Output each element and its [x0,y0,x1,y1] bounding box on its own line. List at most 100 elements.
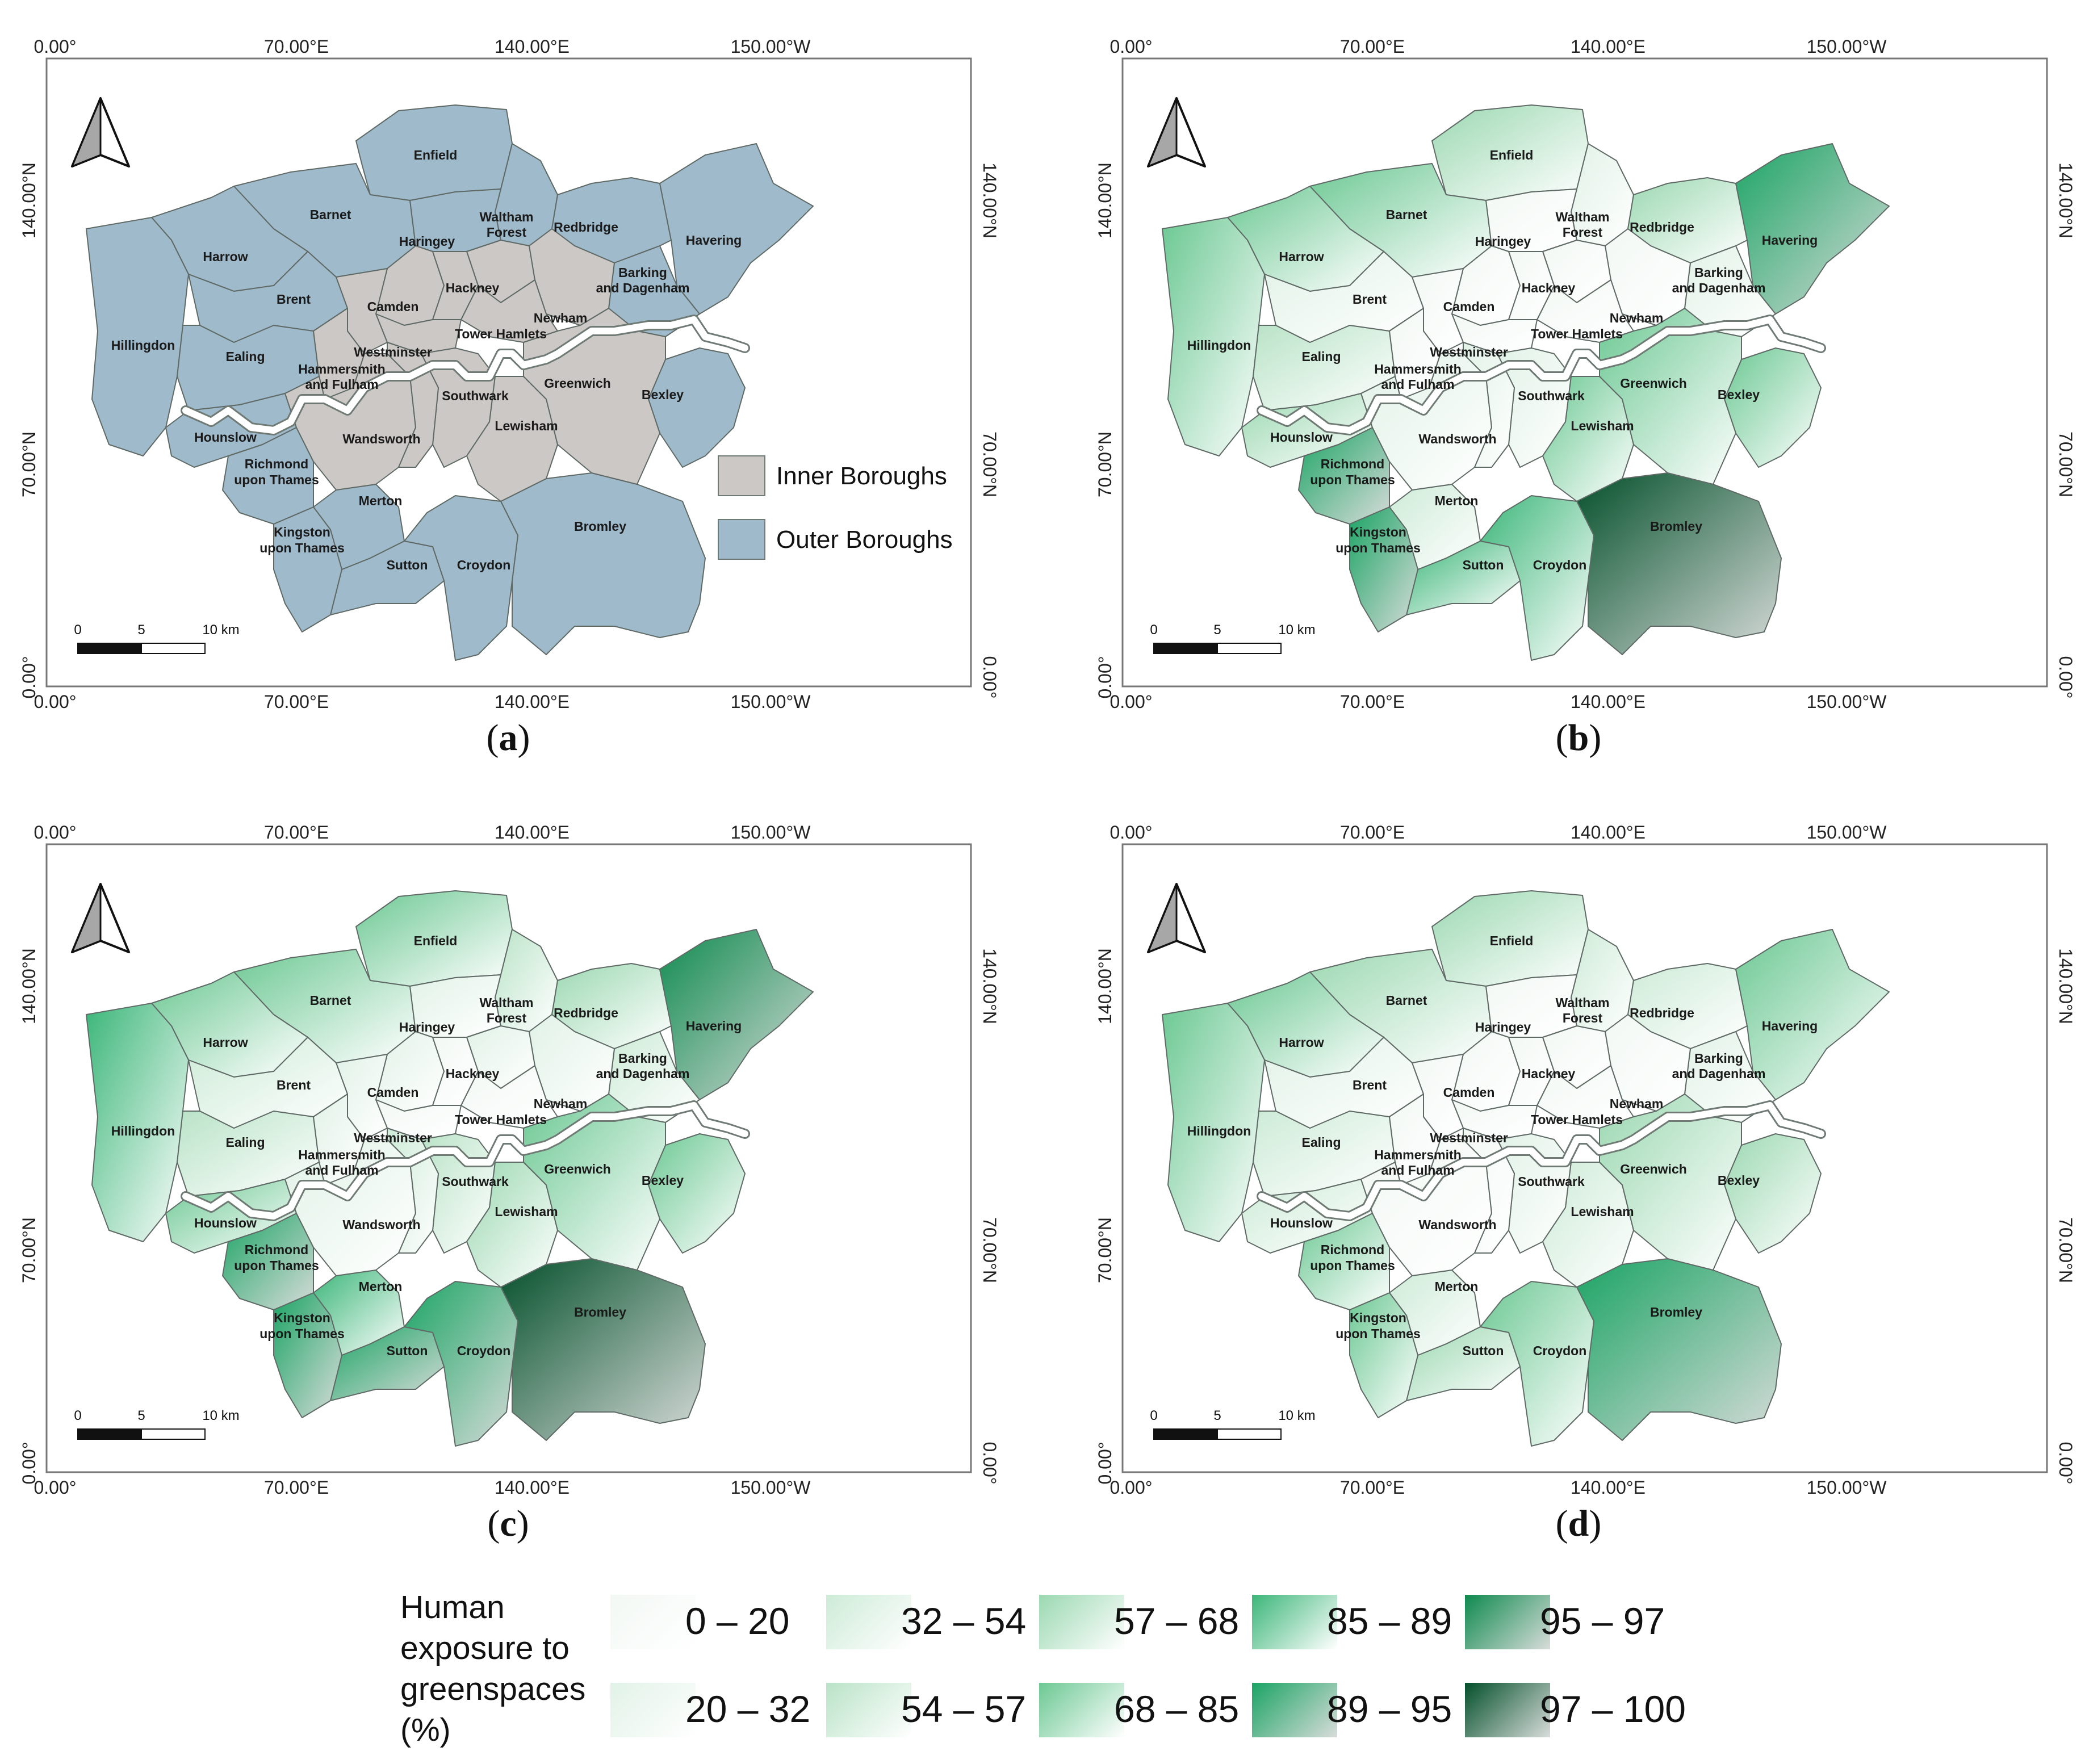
grid-label-bottom: 70.00°E [1340,692,1405,712]
borough-label: Greenwich [544,376,611,391]
borough-label: Sutton [387,1343,428,1358]
borough-label: Lewisham [1571,1204,1634,1219]
grid-label-bottom: 140.00°E [495,692,570,712]
borough-label: Havering [686,233,742,248]
grid-label-top: 140.00°E [1571,36,1646,57]
borough-label: Brent [277,1078,311,1092]
grid-label-top: 150.00°W [731,822,811,843]
borough-label: Bexley [1718,1173,1760,1188]
class-legend-swatch [718,455,765,496]
exposure-legend-item: 97 – 100 [1465,1679,1686,1742]
borough-label: Barking [1694,265,1743,280]
borough-label: Hillingdon [111,338,175,353]
grid-label-bottom: 70.00°E [264,1477,329,1498]
grid-label-left: 70.00°N [1095,1217,1115,1283]
grid-label-right: 0.00° [979,656,1000,698]
borough-label: and Dagenham [1672,280,1766,295]
exposure-legend-swatch [1252,1683,1337,1737]
borough-islington [1508,1037,1555,1106]
scale-bar-label: 10 km [1278,1408,1315,1423]
grid-label-top: 140.00°E [495,36,570,57]
map-panel-d: 0.00° 70.00°E 140.00°E 150.00°W 0.00° 70.00°E… [1076,786,2085,1572]
borough-label: upon Thames [259,540,345,555]
exposure-legend-title: Human exposure to greenspaces (%) [400,1589,586,1748]
borough-islington [432,251,479,320]
borough-havering [659,143,814,315]
exposure-legend-item: 20 – 32 [610,1679,820,1742]
exposure-legend-swatch [1465,1683,1550,1737]
scale-bar-label: 5 [137,622,145,638]
borough-bromley [500,1258,706,1441]
borough-label: and Dagenham [1672,1066,1766,1081]
borough-label: upon Thames [234,1258,319,1273]
map-frame [1121,57,2048,688]
grid-label-left: 0.00° [19,656,39,698]
borough-label: Tower Hamlets [455,326,547,341]
borough-label: Harrow [1279,1035,1324,1050]
grid-label-left: 140.00°N [19,162,39,238]
borough-havering [1735,929,1890,1100]
scale-bar-label: 5 [1213,1408,1221,1423]
river-thames [182,1102,748,1220]
borough-label: Forest [487,1011,527,1025]
north-arrow-icon [1147,883,1206,953]
grid-label-top: 0.00° [1110,36,1152,57]
borough-label: and Fulham [305,377,378,392]
borough-label: Kingston [1350,525,1406,539]
borough-label: Westminster [354,345,432,359]
grid-label-left: 140.00°N [19,948,39,1024]
exposure-legend-item: 57 – 68 [1039,1591,1249,1654]
borough-kensington [1412,268,1464,354]
borough-label: Forest [487,225,527,240]
scale-bar-label: 5 [1213,622,1221,638]
borough-label: Hackney [1522,1066,1576,1081]
borough-label: Ealing [1301,349,1341,364]
borough-label: Redbridge [1630,220,1694,234]
grid-label-top: 150.00°W [1807,822,1887,843]
borough-label: Wandsworth [1418,1217,1496,1232]
panel-caption: (b) [1555,717,1602,759]
borough-label: Forest [1563,225,1603,240]
borough-label: Sutton [1463,1343,1504,1358]
borough-label: Newham [534,311,588,325]
grid-label-top: 70.00°E [264,822,329,843]
borough-label: Croydon [1533,558,1587,572]
borough-label: Hillingdon [1187,338,1251,353]
borough-label: Sutton [387,558,428,572]
exposure-legend-item: 85 – 89 [1252,1591,1462,1654]
map-panel-c: 0.00° 70.00°E 140.00°E 150.00°W 0.00° 70.00°E… [0,786,1009,1572]
grid-label-right: 70.00°N [2055,431,2076,497]
borough-islington [1508,251,1555,320]
borough-label: Waltham [1556,995,1610,1010]
grid-label-right: 140.00°N [979,162,1000,238]
north-arrow-icon [71,883,130,953]
grid-label-top: 0.00° [1110,822,1152,843]
borough-label: Southwark [1518,388,1585,403]
grid-label-top: 0.00° [34,822,76,843]
exposure-legend-item: 32 – 54 [826,1591,1036,1654]
borough-label: and Dagenham [596,1066,690,1081]
grid-label-bottom: 0.00° [1110,1477,1152,1498]
borough-kingston-upon-thames [273,1292,342,1418]
exposure-legend-swatch [610,1595,696,1649]
grid-label-right: 70.00°N [979,1217,1000,1283]
grid-label-left: 70.00°N [1095,431,1115,497]
borough-label: Bromley [1650,519,1702,534]
borough-label: Haringey [399,234,455,249]
scale-bar-label: 0 [74,622,81,638]
borough-kensington [336,1054,388,1140]
borough-hillingdon [86,217,189,456]
exposure-legend-item: 89 – 95 [1252,1679,1462,1742]
borough-label: Bexley [642,1173,684,1188]
grid-label-bottom: 0.00° [34,692,76,712]
borough-label: Barnet [310,993,351,1008]
borough-label: Croydon [457,558,511,572]
borough-label: Hillingdon [1187,1124,1251,1138]
borough-label: Camden [367,1085,419,1100]
borough-label: Harrow [203,249,248,264]
north-arrow-icon [71,97,130,167]
borough-label: Newham [1610,1096,1664,1111]
borough-label: Brent [1353,292,1387,307]
borough-hillingdon [86,1003,189,1242]
grid-label-top: 150.00°W [731,36,811,57]
